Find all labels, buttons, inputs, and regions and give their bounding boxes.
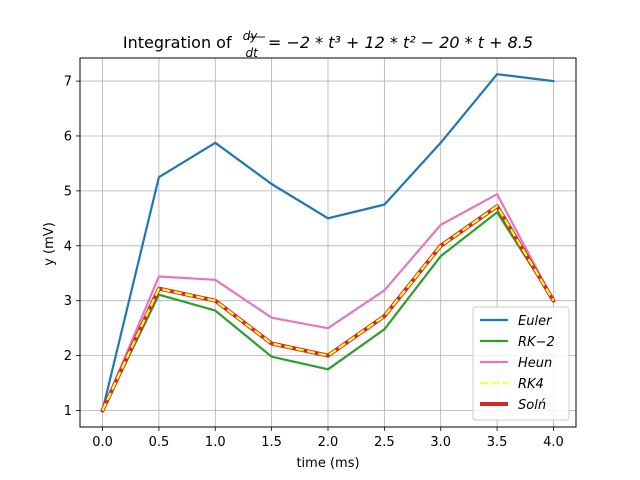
- title-prefix: Integration of: [123, 33, 232, 52]
- legend-label: RK−2: [518, 335, 555, 350]
- y-tick-label: 4: [64, 239, 72, 254]
- legend-label: Solń: [518, 398, 546, 413]
- y-tick-label: 7: [64, 75, 72, 90]
- legend: Euler RK−2 Heun RK4 Solń: [472, 306, 570, 421]
- y-tick-label: 5: [64, 184, 72, 199]
- x-tick-label: 1.5: [261, 435, 282, 450]
- legend-label: Euler: [518, 314, 553, 329]
- y-tick-label: 2: [64, 349, 72, 364]
- plot-area: [100, 73, 556, 413]
- y-tick-label: 3: [64, 294, 72, 309]
- grid: [80, 58, 576, 427]
- series-line-3: [101, 205, 555, 411]
- series-line-2: [101, 193, 555, 412]
- x-tick-label: 2.5: [374, 435, 395, 450]
- x-axis-label: time (ms): [296, 456, 359, 471]
- title-frac-num: dy: [243, 29, 259, 43]
- x-tick-label: 0.5: [149, 435, 170, 450]
- x-tick-label: 1.0: [205, 435, 226, 450]
- y-tick-label: 6: [64, 129, 72, 144]
- series-line-0: [101, 73, 555, 412]
- x-tick-label: 3.5: [487, 435, 508, 450]
- x-tick-label: 4.0: [543, 435, 564, 450]
- x-tick-label: 2.0: [318, 435, 339, 450]
- x-tick-label: 3.0: [430, 435, 451, 450]
- title-expression: = −2 * t³ + 12 * t² − 20 * t + 8.5: [268, 33, 533, 52]
- legend-label: RK4: [518, 377, 544, 392]
- legend-box: [472, 306, 570, 421]
- ticks: 0.0 0.5 1.0 1.5 2.0 2.5 3.0 3.5 4.0 1 2 3 4 5 6 7: [64, 75, 564, 450]
- x-tick-label: 0.0: [92, 435, 113, 450]
- y-axis-label: y (mV): [42, 222, 57, 266]
- chart-title: Integration of dy dt = −2 * t³ + 12 * t²…: [123, 25, 533, 61]
- series-line-1: [101, 211, 555, 412]
- title-frac-den: dt: [246, 46, 260, 60]
- y-tick-label: 1: [64, 404, 72, 419]
- legend-label: Heun: [518, 356, 552, 371]
